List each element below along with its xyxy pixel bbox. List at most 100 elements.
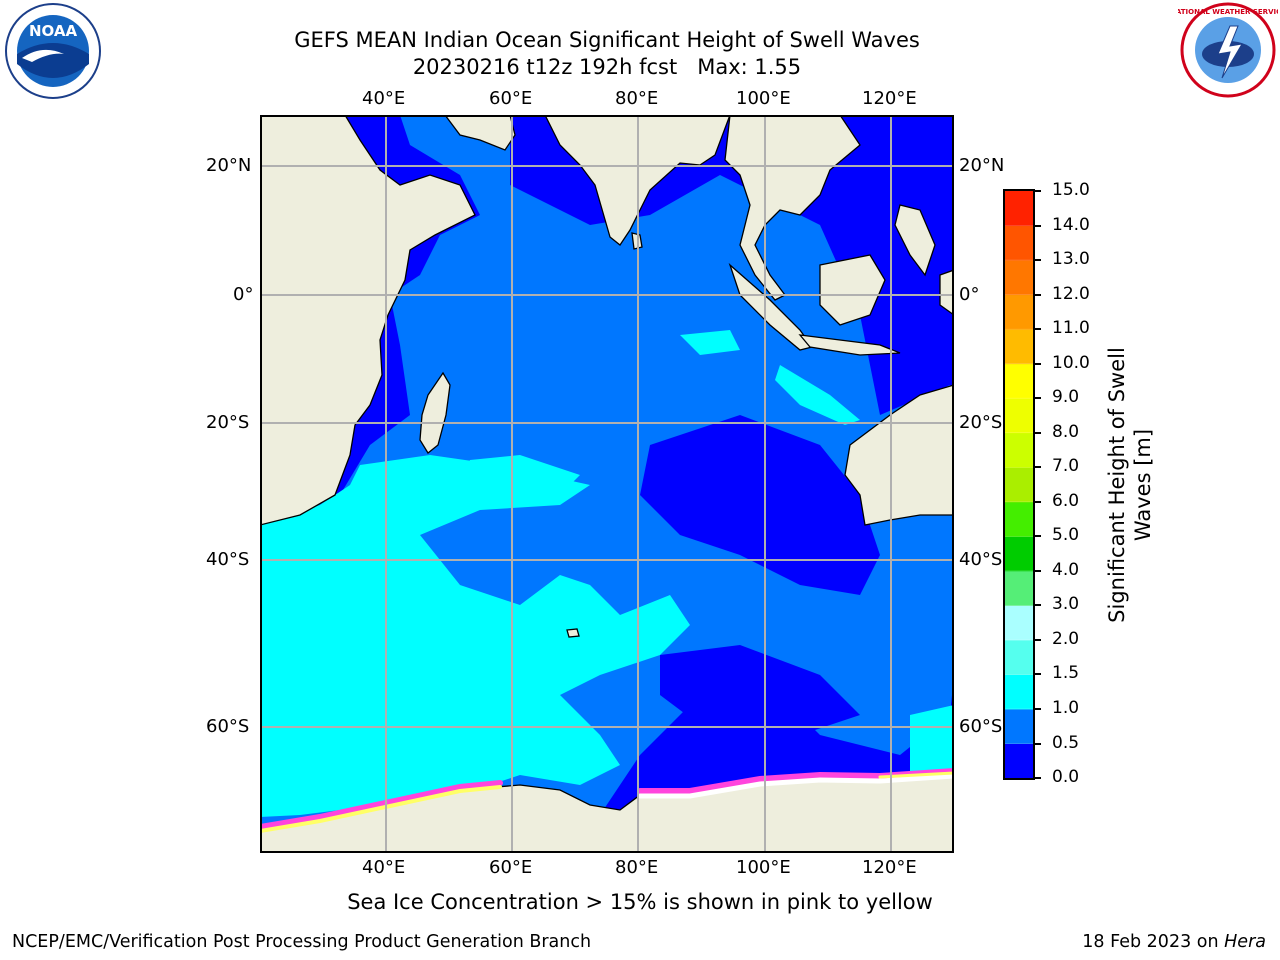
lon-tick-bottom-80e: 80°E <box>615 857 659 878</box>
noaa-logo: NOAA <box>2 2 104 100</box>
lat-tick-left-40s: 40°S <box>206 549 250 570</box>
swell-band-dark-pocket <box>640 415 880 595</box>
colorbar-swatch-12 <box>1005 329 1033 365</box>
map-frame <box>260 115 954 853</box>
swell-band-1.0-1.5-patch3 <box>680 330 740 355</box>
colorbar-swatch-4 <box>1005 605 1033 641</box>
swell-band-dark-south <box>660 645 860 735</box>
colorbar-tick-label: 11.0 <box>1052 318 1090 339</box>
colorbar-tickmark <box>1035 259 1041 262</box>
colorbar-tick-label: 8.0 <box>1052 421 1080 442</box>
lon-tick-bottom-120e: 120°E <box>862 857 917 878</box>
colorbar-tickmark <box>1035 638 1041 641</box>
land-borneo <box>819 254 886 326</box>
colorbar-swatch-8 <box>1005 467 1033 503</box>
lon-tick-top-80e: 80°E <box>615 88 659 109</box>
swell-band-1.0-1.5-east <box>910 705 954 775</box>
colorbar-tick-label: 9.0 <box>1052 387 1080 408</box>
lat-tick-right-20n: 20°N <box>959 155 1005 176</box>
colorbar-swatch-0 <box>1005 743 1033 779</box>
lon-tick-top-60e: 60°E <box>489 88 533 109</box>
colorbar-swatch-7 <box>1005 501 1033 537</box>
swell-band-1.0-1.5-west-edge <box>260 675 290 715</box>
land-madagascar <box>419 371 451 454</box>
colorbar-tickmark <box>1035 535 1041 538</box>
colorbar-tickmark <box>1035 604 1041 607</box>
nws-logo-text: NATIONAL WEATHER SERVICE <box>1178 8 1278 16</box>
colorbar-swatch-5 <box>1005 570 1033 606</box>
land-sumatra <box>728 262 814 351</box>
swell-band-1.0-1.5-patch4 <box>775 365 860 425</box>
map-panel <box>257 114 957 854</box>
colorbar-tick-label: 5.0 <box>1052 525 1080 546</box>
colorbar-tick-label: 15.0 <box>1052 180 1090 200</box>
land-java <box>798 334 901 356</box>
colorbar-swatch-13 <box>1005 294 1033 330</box>
lon-tick-top-120e: 120°E <box>862 88 917 109</box>
lon-tick-top-100e: 100°E <box>736 88 791 109</box>
colorbar-tickmark <box>1035 777 1041 779</box>
colorbar <box>1003 189 1035 780</box>
colorbar-tickmark <box>1035 190 1041 192</box>
lon-tick-top-40e: 40°E <box>362 88 406 109</box>
colorbar-tickmark <box>1035 328 1041 331</box>
colorbar-label-line1: Significant Height of Swell <box>1105 347 1129 623</box>
colorbar-tickmark <box>1035 397 1041 400</box>
land-philippines <box>894 204 936 277</box>
noaa-logo-text: NOAA <box>29 22 78 40</box>
colorbar-tick-label: 12.0 <box>1052 283 1090 304</box>
colorbar-tickmark <box>1035 362 1041 365</box>
colorbar-swatch-6 <box>1005 536 1033 572</box>
colorbar-tickmark <box>1035 293 1041 296</box>
lat-tick-left-20s: 20°S <box>206 412 250 433</box>
colorbar-swatch-11 <box>1005 363 1033 399</box>
footer-host: Hera <box>1224 932 1266 952</box>
colorbar-tick-label: 1.5 <box>1052 663 1080 684</box>
lat-tick-left-0: 0° <box>233 284 254 305</box>
colorbar-tickmark <box>1035 742 1041 745</box>
lat-tick-left-60s: 60°S <box>206 716 250 737</box>
colorbar-swatch-2 <box>1005 674 1033 710</box>
lon-tick-bottom-100e: 100°E <box>736 857 791 878</box>
colorbar-swatch-14 <box>1005 260 1033 296</box>
colorbar-tick-label: 13.0 <box>1052 249 1090 270</box>
nws-logo: NATIONAL WEATHER SERVICE <box>1170 2 1280 98</box>
footer-date: 18 Feb 2023 on <box>1082 932 1225 952</box>
lat-tick-right-60s: 60°S <box>959 716 1003 737</box>
colorbar-tickmark <box>1035 431 1041 434</box>
lon-tick-bottom-40e: 40°E <box>362 857 406 878</box>
footer-left: NCEP/EMC/Verification Post Processing Pr… <box>12 932 592 952</box>
colorbar-tick-label: 2.0 <box>1052 628 1080 649</box>
colorbar-tickmark <box>1035 673 1041 676</box>
colorbar-swatch-10 <box>1005 398 1033 434</box>
colorbar-tickmark <box>1035 224 1041 227</box>
lat-tick-right-0: 0° <box>959 284 980 305</box>
colorbar-tick-label: 0.0 <box>1052 767 1080 787</box>
land-kerguelen <box>566 628 580 638</box>
colorbar-swatch-3 <box>1005 639 1033 675</box>
colorbar-swatches <box>1005 191 1033 779</box>
colorbar-tick-label: 14.0 <box>1052 214 1090 235</box>
lat-tick-left-20n: 20°N <box>206 155 252 176</box>
footer-right: 18 Feb 2023 on Hera <box>1082 932 1266 952</box>
sea-ice-note: Sea Ice Concentration > 15% is shown in … <box>347 890 933 914</box>
chart-title-line1: GEFS MEAN Indian Ocean Significant Heigh… <box>294 28 920 52</box>
chart-title-line2: 20230216 t12z 192h fcst Max: 1.55 <box>412 55 802 79</box>
colorbar-tick-label: 3.0 <box>1052 594 1080 615</box>
colorbar-tickmark <box>1035 707 1041 710</box>
colorbar-tick-label: 10.0 <box>1052 352 1090 373</box>
lat-tick-right-40s: 40°S <box>959 549 1003 570</box>
sea-ice-edge <box>257 768 957 833</box>
colorbar-tickmark <box>1035 500 1041 503</box>
swell-band-1.0-1.5-patch2 <box>460 455 580 500</box>
colorbar-tickmark <box>1035 466 1041 469</box>
colorbar-swatch-9 <box>1005 432 1033 468</box>
colorbar-swatch-1 <box>1005 708 1033 744</box>
colorbar-tick-label: 6.0 <box>1052 490 1080 511</box>
colorbar-tick-label: 0.5 <box>1052 732 1080 753</box>
colorbar-tick-label: 7.0 <box>1052 456 1080 477</box>
land-australia <box>844 384 955 526</box>
graticule-lines <box>260 115 954 853</box>
colorbar-tickmark <box>1035 569 1041 572</box>
colorbar-label-line2: Waves [m] <box>1131 428 1155 542</box>
